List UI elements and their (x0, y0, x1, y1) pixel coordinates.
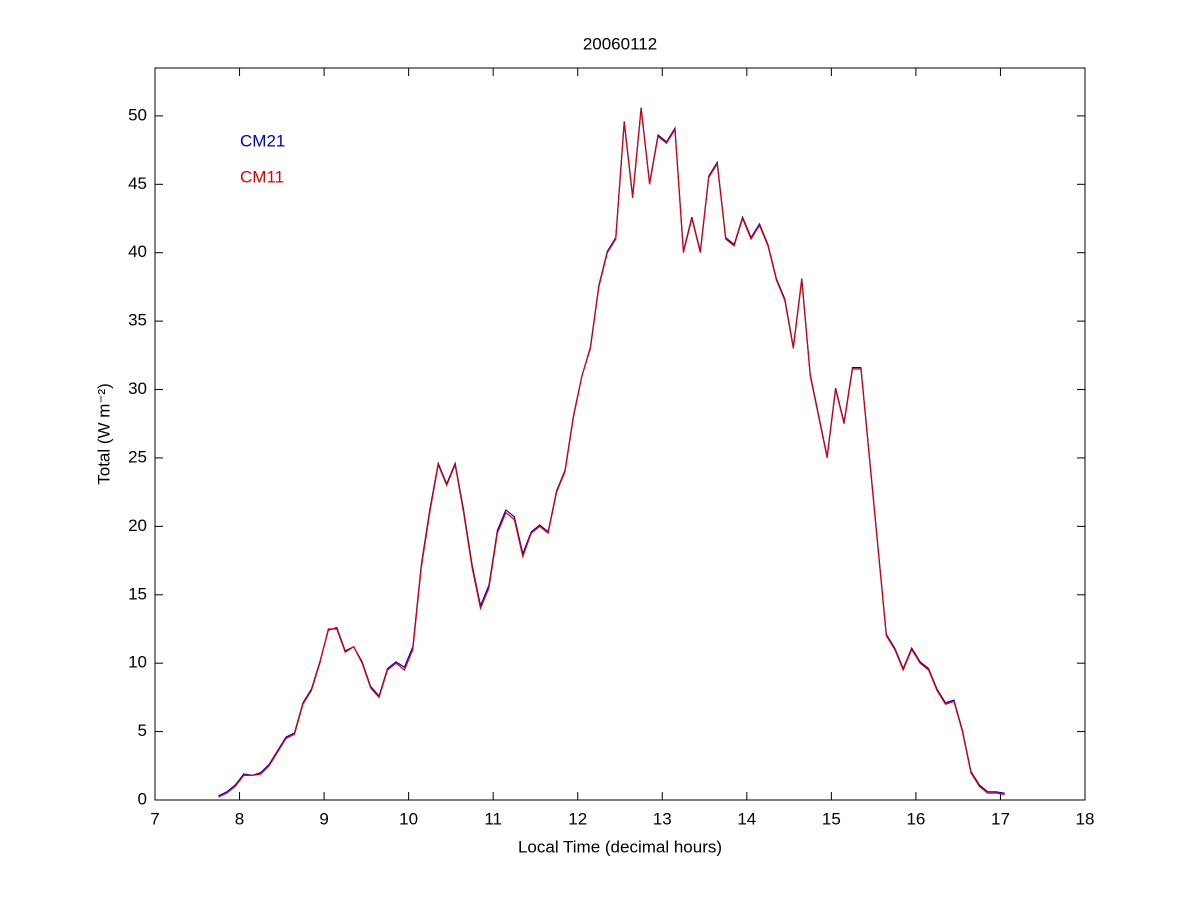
x-tick-label: 15 (822, 809, 841, 828)
x-tick-label: 17 (991, 809, 1010, 828)
legend-entry: CM21 (240, 131, 285, 150)
y-tick-label: 15 (128, 584, 147, 603)
x-tick-label: 9 (319, 809, 328, 828)
y-tick-label: 10 (128, 653, 147, 672)
x-tick-label: 13 (653, 809, 672, 828)
y-tick-label: 5 (138, 721, 147, 740)
y-tick-label: 30 (128, 379, 147, 398)
axes-box (154, 67, 1086, 801)
y-axis-label: Total (W m⁻²) (94, 383, 113, 485)
x-tick-label: 8 (235, 809, 244, 828)
y-tick-label: 45 (128, 174, 147, 193)
chart-title: 20060112 (583, 34, 657, 53)
y-tick-label: 25 (128, 447, 147, 466)
y-tick-label: 20 (128, 516, 147, 535)
x-tick-label: 18 (1076, 809, 1095, 828)
legend-entry: CM11 (240, 167, 284, 186)
y-tick-label: 0 (138, 789, 147, 808)
x-tick-label: 11 (484, 809, 502, 828)
y-tick-label: 35 (128, 311, 147, 330)
x-axis-label: Local Time (decimal hours) (518, 837, 722, 856)
x-tick-label: 12 (568, 809, 587, 828)
y-tick-label: 50 (128, 105, 147, 124)
x-tick-label: 7 (150, 809, 159, 828)
y-tick-label: 40 (128, 242, 147, 261)
x-tick-label: 14 (737, 809, 756, 828)
x-tick-label: 10 (399, 809, 418, 828)
x-tick-label: 16 (906, 809, 925, 828)
line-series (218, 108, 1005, 798)
